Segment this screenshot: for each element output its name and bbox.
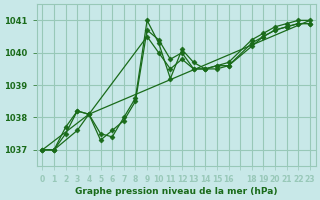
X-axis label: Graphe pression niveau de la mer (hPa): Graphe pression niveau de la mer (hPa) [75,187,277,196]
